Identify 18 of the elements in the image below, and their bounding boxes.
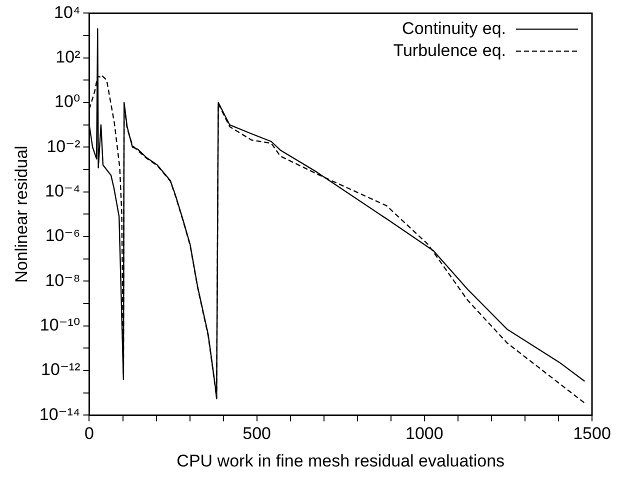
- x-tick-label: 0: [84, 424, 94, 444]
- y-tick-label: 10⁰: [54, 92, 80, 112]
- legend-label: Continuity eq.: [402, 18, 506, 38]
- x-tick-label: 1500: [573, 424, 611, 444]
- y-tick-label: 10⁻⁴: [45, 182, 80, 201]
- x-axis-title: CPU work in fine mesh residual evaluations: [176, 451, 505, 470]
- x-tick-label: 500: [242, 424, 272, 444]
- y-tick-label: 10⁻²: [46, 136, 81, 156]
- y-tick-label: 10⁻⁸: [45, 270, 80, 290]
- y-tick-label: 10²: [56, 48, 81, 67]
- y-tick-label: 10⁻¹⁰: [40, 316, 80, 335]
- y-tick-label: 10⁻¹²: [41, 360, 81, 380]
- y-tick-label: 10⁻¹⁴: [39, 404, 80, 424]
- y-tick-label: 10⁻⁶: [45, 226, 80, 246]
- x-tick-label: 1000: [406, 424, 444, 444]
- legend-label: Turbulence eq.: [393, 40, 506, 60]
- y-tick-label: 10⁴: [54, 2, 80, 22]
- y-axis-title: Nonlinear residual: [12, 146, 31, 283]
